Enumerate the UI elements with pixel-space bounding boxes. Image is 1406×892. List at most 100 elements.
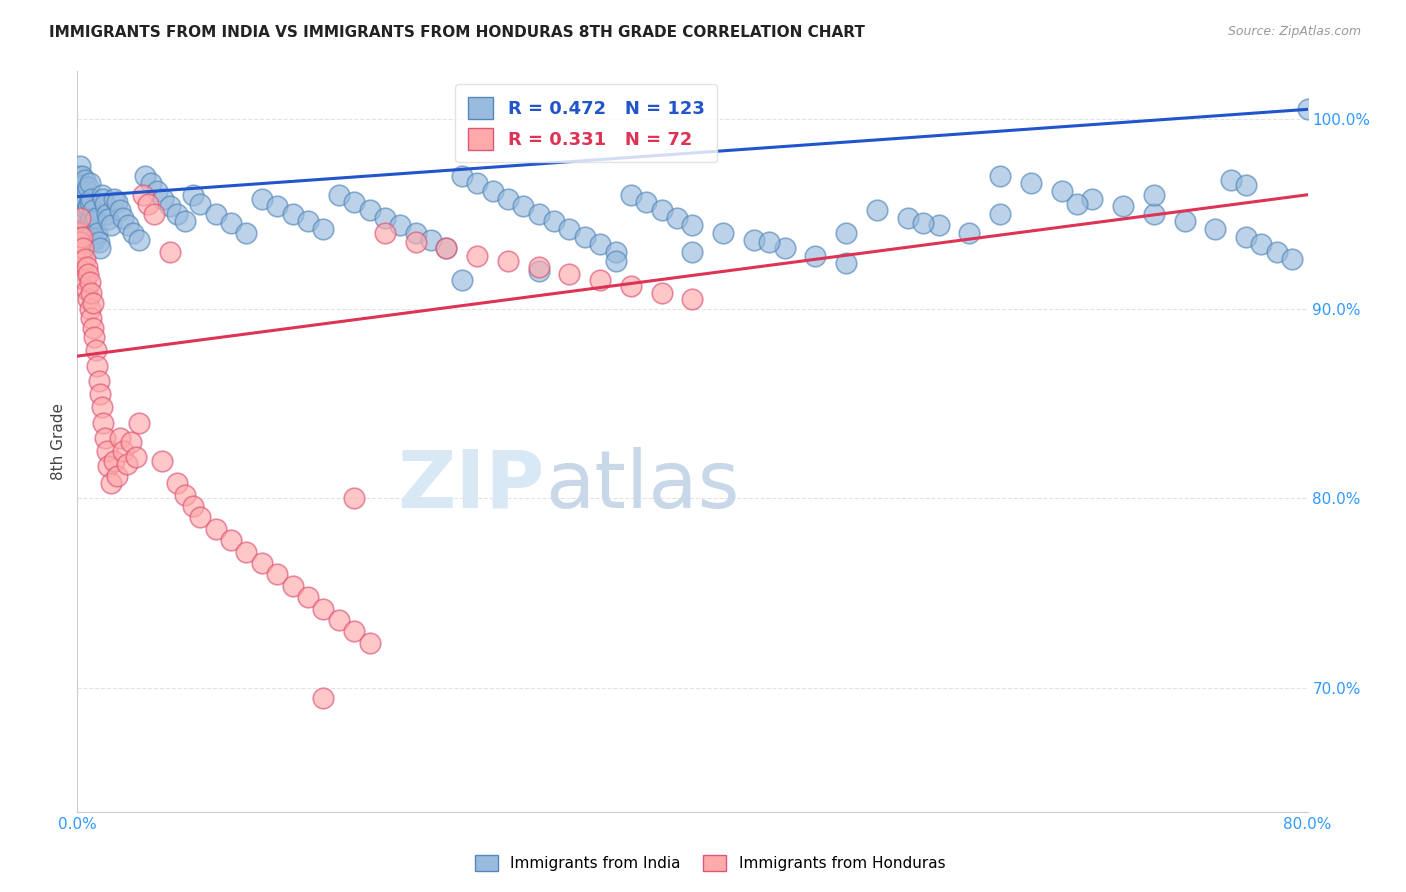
Point	[90, 187, 114, 202]
Point	[112, 211, 135, 225]
Point	[89, 387, 111, 401]
Point	[436, 241, 458, 255]
Point	[343, 624, 366, 639]
Point	[112, 444, 135, 458]
Point	[97, 212, 120, 227]
Point	[1234, 178, 1257, 193]
Point	[835, 256, 858, 270]
Point	[86, 226, 108, 240]
Point	[69, 159, 91, 173]
Point	[281, 579, 304, 593]
Point	[96, 207, 118, 221]
Point	[79, 275, 101, 289]
Point	[86, 359, 108, 373]
Point	[589, 273, 612, 287]
Point	[82, 320, 104, 334]
Point	[558, 222, 581, 236]
Point	[120, 434, 142, 449]
Point	[77, 218, 100, 232]
Point	[1081, 192, 1104, 206]
Point	[450, 273, 472, 287]
Point	[266, 567, 288, 582]
Point	[711, 226, 734, 240]
Point	[174, 488, 197, 502]
Point	[67, 187, 90, 202]
Point	[73, 252, 96, 267]
Point	[1112, 199, 1135, 213]
Point	[73, 207, 96, 221]
Point	[312, 601, 335, 615]
Point	[79, 301, 101, 316]
Point	[620, 187, 643, 202]
Point	[67, 244, 90, 259]
Point	[70, 207, 93, 221]
Point	[82, 296, 104, 310]
Point	[80, 311, 103, 326]
Text: IMMIGRANTS FROM INDIA VS IMMIGRANTS FROM HONDURAS 8TH GRADE CORRELATION CHART: IMMIGRANTS FROM INDIA VS IMMIGRANTS FROM…	[49, 25, 865, 40]
Point	[420, 233, 443, 247]
Point	[110, 431, 132, 445]
Point	[115, 458, 138, 472]
Point	[94, 197, 117, 211]
Point	[328, 187, 350, 202]
Point	[77, 268, 100, 282]
Point	[73, 172, 96, 186]
Point	[188, 197, 212, 211]
Point	[72, 216, 94, 230]
Point	[73, 226, 96, 240]
Point	[83, 214, 105, 228]
Point	[125, 450, 148, 464]
Point	[374, 211, 396, 225]
Point	[103, 453, 125, 467]
Point	[682, 244, 704, 259]
Point	[666, 211, 689, 225]
Y-axis label: 8th Grade: 8th Grade	[51, 403, 66, 480]
Point	[72, 178, 94, 193]
Point	[758, 235, 780, 250]
Point	[70, 254, 93, 268]
Point	[328, 613, 350, 627]
Point	[1174, 214, 1197, 228]
Point	[312, 222, 335, 236]
Point	[128, 416, 150, 430]
Point	[132, 187, 155, 202]
Point	[297, 591, 319, 605]
Point	[250, 192, 273, 206]
Point	[100, 476, 122, 491]
Point	[359, 202, 381, 217]
Point	[94, 431, 117, 445]
Point	[76, 260, 98, 274]
Point	[405, 226, 427, 240]
Point	[897, 211, 920, 225]
Point	[605, 254, 627, 268]
Point	[219, 533, 242, 548]
Point	[67, 169, 90, 183]
Point	[235, 544, 257, 558]
Point	[343, 491, 366, 506]
Point	[481, 184, 503, 198]
Point	[266, 199, 288, 213]
Point	[651, 286, 673, 301]
Point	[70, 187, 93, 202]
Point	[1234, 229, 1257, 244]
Point	[543, 214, 565, 228]
Point	[77, 180, 100, 194]
Point	[82, 202, 104, 217]
Point	[76, 184, 98, 198]
Point	[188, 510, 212, 524]
Point	[620, 278, 643, 293]
Point	[465, 177, 488, 191]
Point	[69, 235, 91, 250]
Point	[84, 211, 107, 225]
Point	[76, 202, 98, 217]
Point	[297, 214, 319, 228]
Point	[69, 178, 91, 193]
Point	[988, 169, 1011, 183]
Point	[143, 207, 166, 221]
Point	[636, 195, 658, 210]
Point	[117, 218, 139, 232]
Point	[79, 195, 101, 210]
Point	[82, 222, 104, 236]
Point	[804, 248, 827, 262]
Point	[70, 229, 93, 244]
